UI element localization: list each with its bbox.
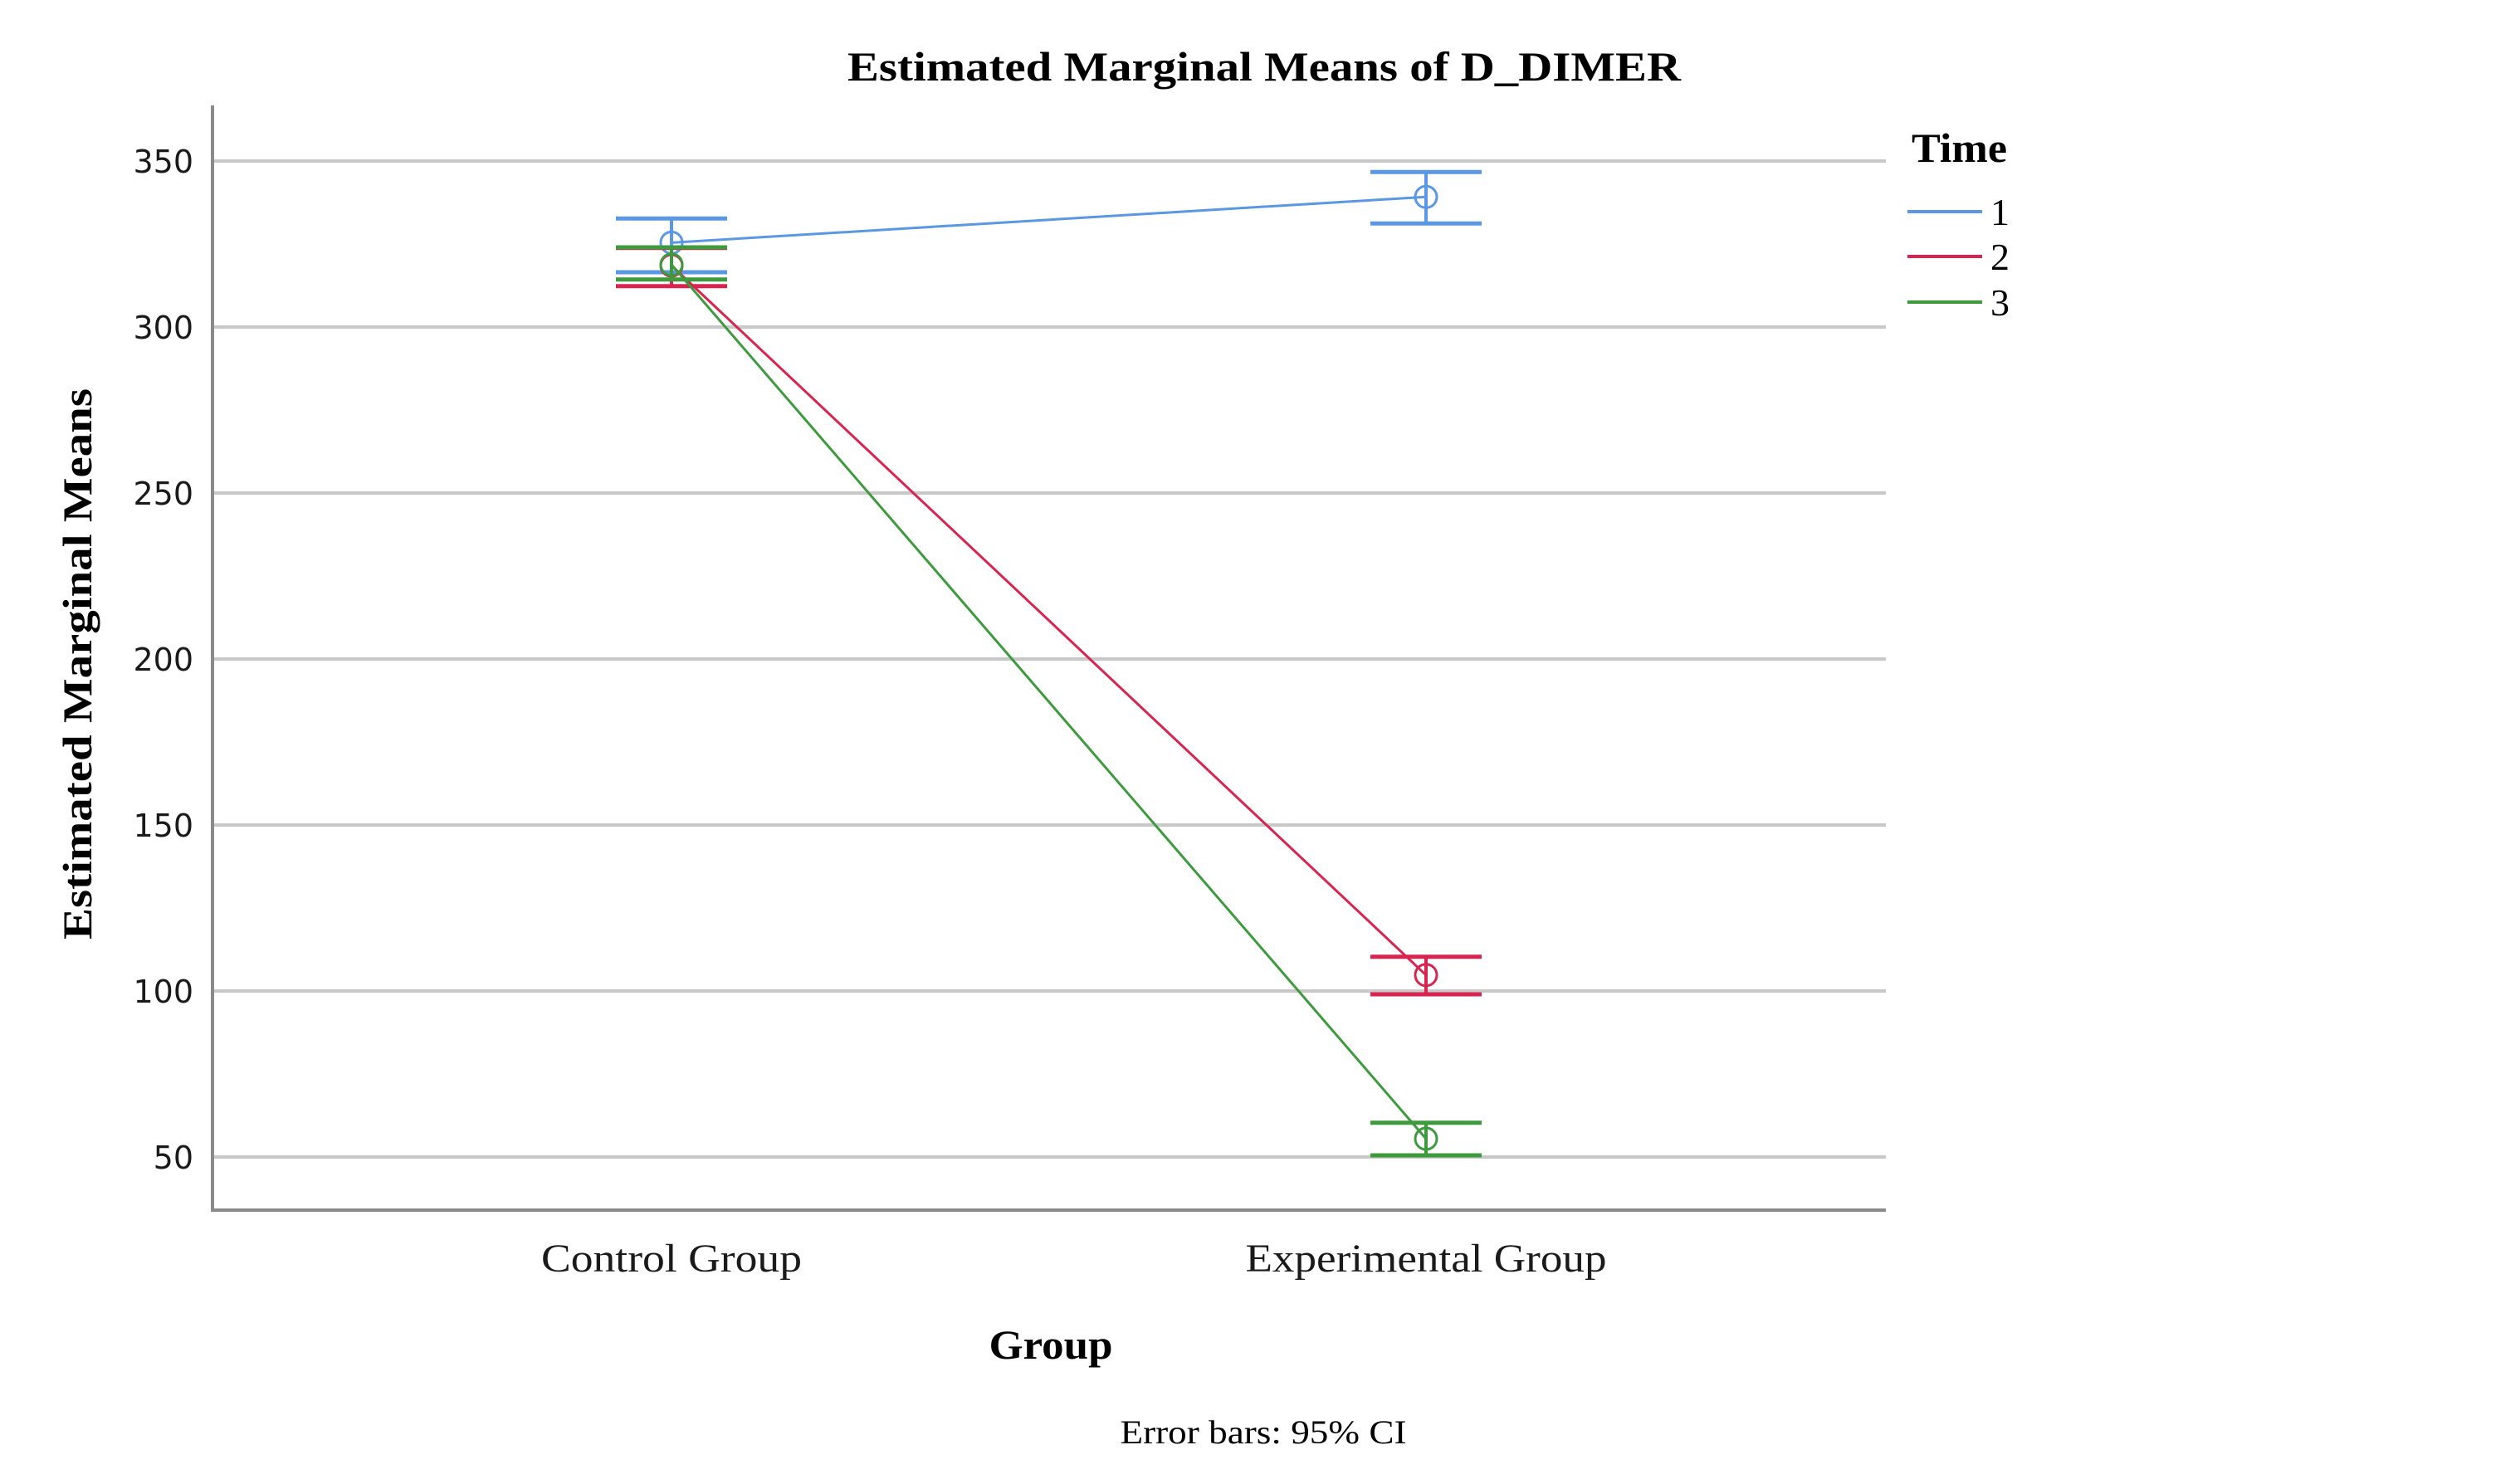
axes [211, 105, 1886, 1212]
gridlines [212, 159, 1886, 1159]
series [616, 169, 1482, 1158]
series-line [670, 264, 1428, 976]
series-2 [616, 246, 1482, 997]
mean-marker [1414, 963, 1438, 988]
y-tick-label: 200 [133, 642, 193, 678]
legend-item: 1 [1907, 191, 2010, 233]
legend-label: 2 [1990, 236, 2010, 278]
y-tick-label: 150 [133, 808, 193, 844]
y-axis-title: Estimated Marginal Means [54, 388, 100, 940]
series-1 [616, 169, 1482, 275]
legend-items: 123 [1907, 191, 2010, 324]
chart-title: Estimated Marginal Means of D_DIMER [847, 43, 1682, 90]
x-tick-label: Experimental Group [1246, 1237, 1607, 1281]
legend-label: 3 [1990, 281, 2010, 324]
y-tick-labels: 50 100 150 200 250 300 350 [133, 144, 193, 1176]
y-tick-label: 300 [133, 310, 193, 346]
y-tick-label: 50 [154, 1140, 193, 1176]
legend-label: 1 [1990, 191, 2010, 233]
legend-title: Time [1912, 124, 2007, 171]
x-axis-title: Group [989, 1321, 1113, 1368]
y-tick-label: 100 [133, 974, 193, 1010]
legend-item: 3 [1907, 281, 2010, 324]
y-tick-label: 250 [133, 476, 193, 512]
legend: Time 123 [1907, 124, 2010, 324]
series-line [671, 195, 1427, 244]
series-3 [616, 245, 1482, 1158]
axis-frame [211, 105, 1886, 1212]
mean-marker [1414, 1126, 1438, 1151]
error-bar-note: Error bars: 95% CI [1121, 1413, 1407, 1451]
mean-marker [659, 252, 684, 277]
mean-marker [1414, 184, 1438, 209]
series-line [670, 263, 1428, 1140]
x-tick-label: Control Group [541, 1237, 802, 1281]
x-tick-labels: Control Group Experimental Group [541, 1237, 1607, 1281]
y-tick-label: 350 [133, 144, 193, 180]
legend-item: 2 [1907, 236, 2010, 278]
